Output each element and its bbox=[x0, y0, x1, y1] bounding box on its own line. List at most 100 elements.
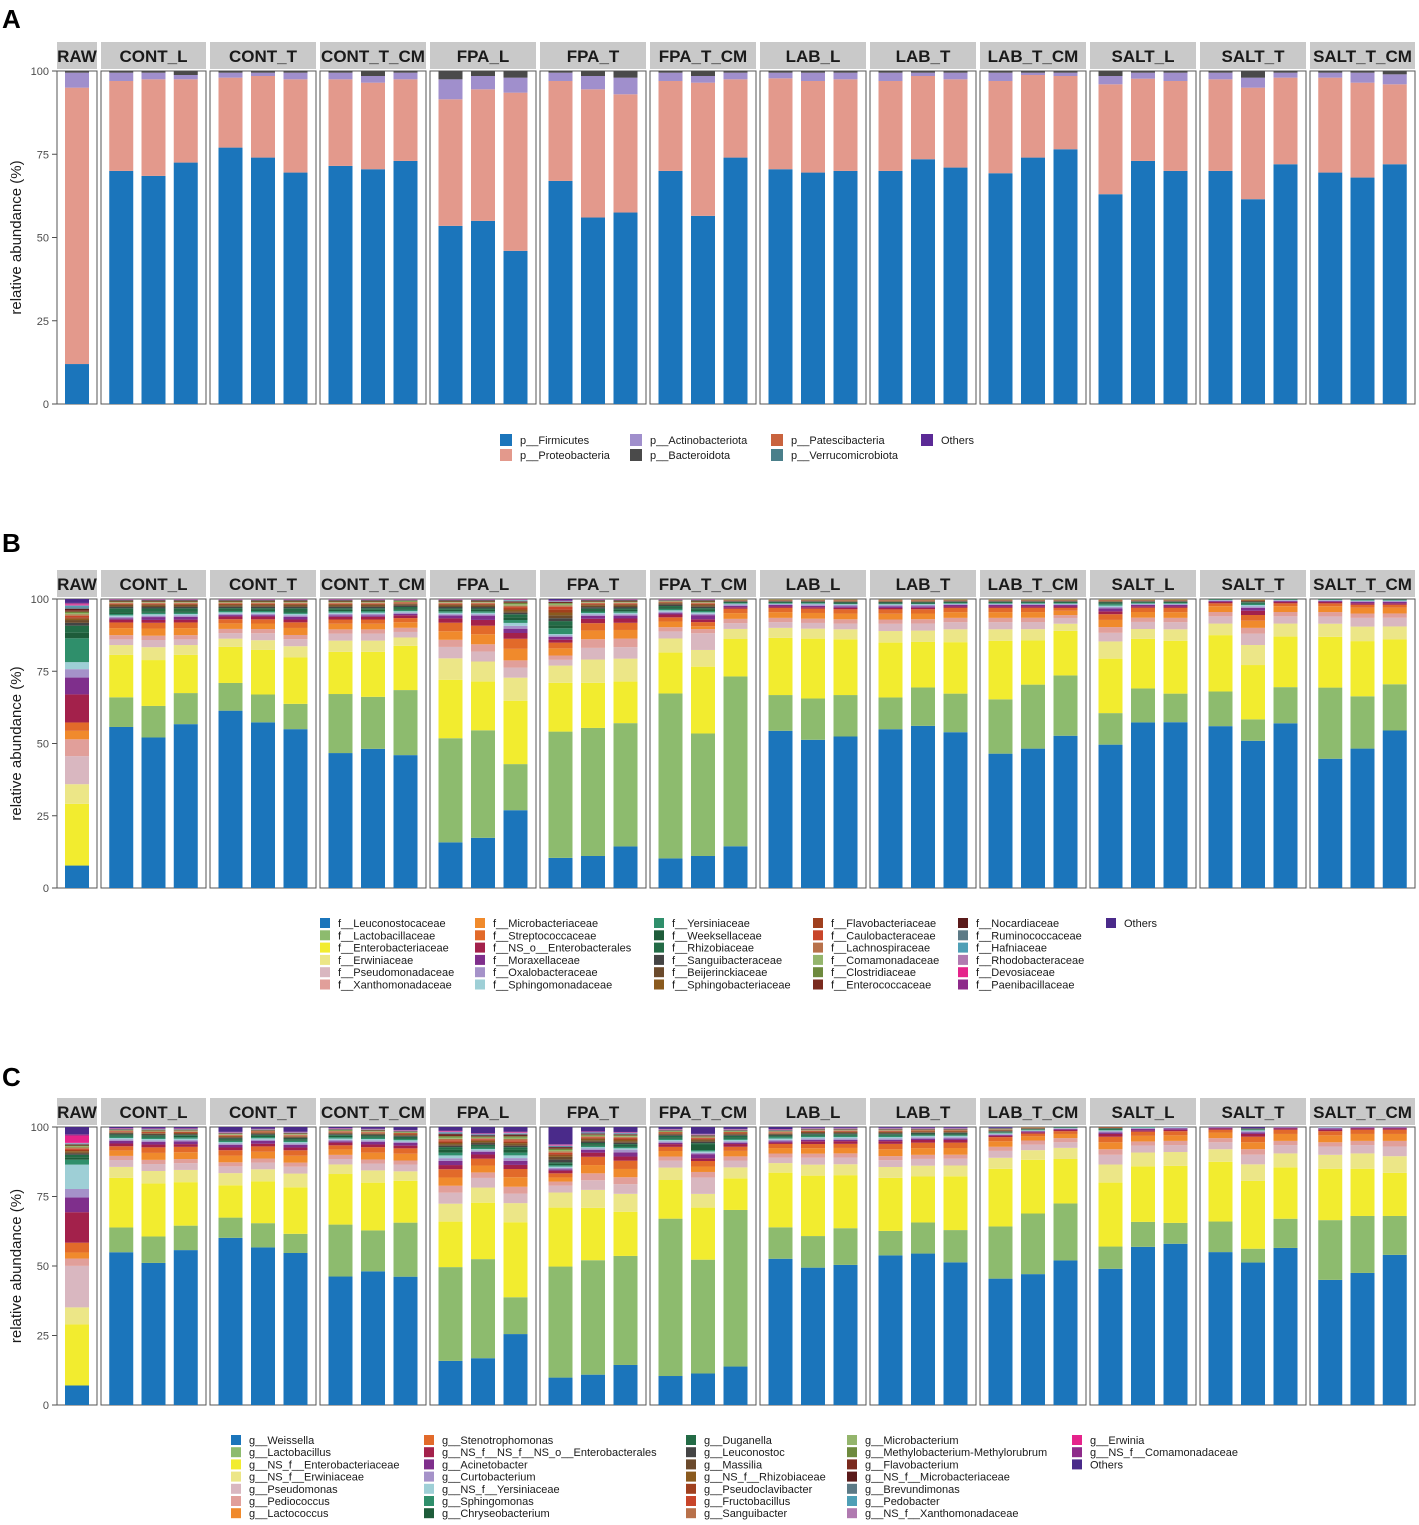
bar-segment bbox=[723, 605, 748, 608]
bar-segment bbox=[1163, 693, 1188, 723]
bar-segment bbox=[581, 1142, 605, 1145]
bar-segment bbox=[833, 1133, 858, 1135]
bar-segment bbox=[218, 1150, 243, 1156]
bar-segment bbox=[1208, 616, 1233, 624]
bar-segment bbox=[658, 1141, 683, 1143]
bar-segment bbox=[361, 1141, 385, 1145]
bar-segment bbox=[1318, 599, 1343, 601]
bar-segment bbox=[801, 608, 825, 613]
bar-segment bbox=[393, 1127, 418, 1130]
bar-segment bbox=[988, 1133, 1013, 1135]
bar-segment bbox=[438, 1360, 463, 1405]
bar-segment bbox=[548, 180, 573, 404]
bar-segment bbox=[613, 1156, 638, 1161]
bar-segment bbox=[283, 729, 308, 888]
bar-segment bbox=[65, 1265, 89, 1308]
legend-item: f__Hafniaceae bbox=[958, 942, 1047, 955]
bar-segment bbox=[65, 1148, 89, 1150]
bar-segment bbox=[988, 753, 1013, 888]
bar-segment bbox=[613, 658, 638, 682]
bar-segment bbox=[613, 1133, 638, 1134]
bar-segment bbox=[1131, 621, 1155, 630]
bar-segment bbox=[393, 609, 418, 612]
facet-fpa-t-cm: FPA_T_CM bbox=[649, 42, 757, 405]
bar-segment bbox=[613, 638, 638, 648]
bar-segment bbox=[911, 1131, 935, 1132]
bar-segment bbox=[1021, 1136, 1045, 1141]
bar-segment bbox=[251, 603, 275, 605]
bar-segment bbox=[361, 1137, 385, 1140]
bar-segment bbox=[503, 1297, 528, 1335]
bar-segment bbox=[393, 600, 418, 602]
bar-segment bbox=[1318, 71, 1343, 73]
bar-segment bbox=[548, 603, 573, 606]
bar-segment bbox=[581, 1149, 605, 1153]
bar bbox=[1053, 599, 1078, 888]
bar-segment bbox=[1053, 610, 1078, 616]
bar-segment bbox=[109, 697, 134, 727]
legend-item: f__Xanthomonadaceae bbox=[320, 979, 452, 992]
bar-segment bbox=[109, 618, 134, 620]
bar bbox=[878, 599, 903, 888]
bar-segment bbox=[613, 622, 638, 630]
bar-segment bbox=[1098, 1246, 1123, 1269]
bar bbox=[833, 1127, 858, 1405]
bar-segment bbox=[109, 1150, 134, 1156]
legend-label: g__Duganella bbox=[704, 1435, 773, 1447]
y-axis-title: relative abundance (%) bbox=[8, 666, 25, 820]
bar-segment bbox=[471, 1135, 495, 1137]
bar-segment bbox=[1021, 1130, 1045, 1132]
bar-segment bbox=[1021, 1213, 1045, 1275]
bar-segment bbox=[361, 1170, 385, 1183]
bar bbox=[1021, 1127, 1045, 1405]
legend-label: f__Rhodobacteraceae bbox=[976, 955, 1084, 967]
facet-strip-label: LAB_T bbox=[896, 575, 951, 594]
bar-segment bbox=[218, 710, 243, 888]
bar-segment bbox=[173, 606, 198, 609]
bar-segment bbox=[943, 1142, 968, 1148]
bar bbox=[691, 599, 715, 888]
bar-segment bbox=[283, 606, 308, 609]
facet-strip-label: LAB_L bbox=[786, 1103, 841, 1122]
bar-segment bbox=[283, 627, 308, 635]
bar-segment bbox=[723, 1142, 748, 1145]
bar bbox=[581, 599, 605, 888]
bar-segment bbox=[768, 603, 793, 604]
bar-segment bbox=[141, 1130, 166, 1131]
bar-segment bbox=[581, 1141, 605, 1143]
bar-segment bbox=[141, 72, 166, 80]
facet-strip-label: LAB_T_CM bbox=[988, 1103, 1079, 1122]
bar-segment bbox=[1098, 611, 1123, 615]
bar-segment bbox=[768, 1134, 793, 1136]
facet-strip bbox=[57, 1098, 97, 1125]
legend-item: g__Pedobacter bbox=[847, 1496, 940, 1508]
bar bbox=[613, 599, 638, 888]
bar-segment bbox=[361, 1139, 385, 1141]
bar-segment bbox=[658, 858, 683, 888]
bar-segment bbox=[173, 1144, 198, 1147]
bar-segment bbox=[911, 1135, 935, 1136]
bar-segment bbox=[691, 633, 715, 650]
bar-segment bbox=[218, 602, 243, 604]
bar-segment bbox=[109, 1136, 134, 1139]
bar-segment bbox=[878, 600, 903, 602]
bar-segment bbox=[658, 604, 683, 607]
bar-segment bbox=[878, 71, 903, 73]
bar-segment bbox=[471, 1151, 495, 1155]
bar-segment bbox=[1241, 1149, 1265, 1155]
bar-segment bbox=[503, 77, 528, 93]
bar-segment bbox=[109, 726, 134, 888]
bar-segment bbox=[393, 611, 418, 613]
bar-segment bbox=[251, 633, 275, 641]
bar-segment bbox=[691, 608, 715, 610]
bar-segment bbox=[878, 1138, 903, 1140]
bar-segment bbox=[1021, 71, 1045, 73]
bar-segment bbox=[471, 611, 495, 613]
legend-item: g__Fructobacillus bbox=[686, 1496, 791, 1508]
bar-segment bbox=[613, 1132, 638, 1134]
bar bbox=[393, 71, 418, 404]
bar-segment bbox=[109, 1160, 134, 1167]
bar-segment bbox=[1273, 687, 1298, 724]
bar-segment bbox=[471, 644, 495, 652]
facet-cont-l: CONT_L bbox=[100, 1098, 207, 1406]
